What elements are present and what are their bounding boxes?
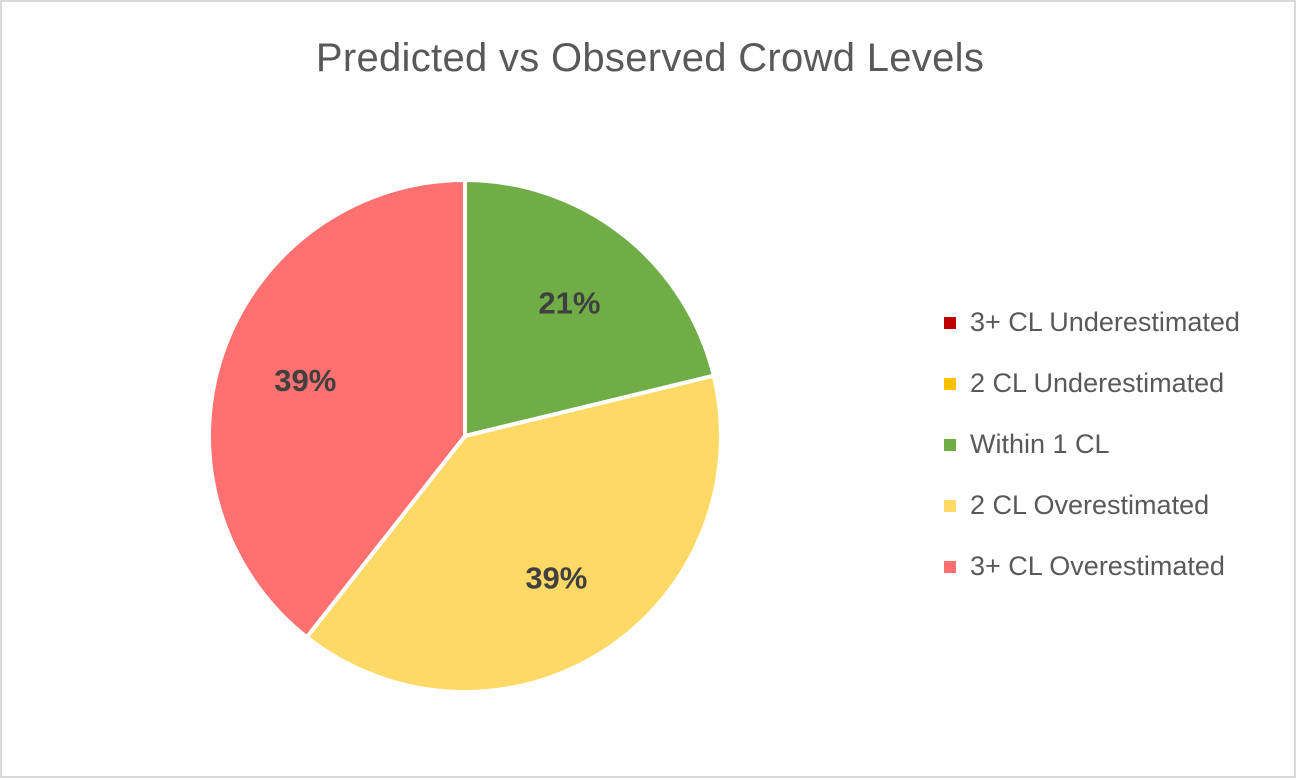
legend-item-3plus-cl-overestimated: 3+ CL Overestimated (944, 536, 1240, 597)
pie-slice-within-1-cl (463, 178, 716, 438)
data-label-2-cl-overestimated: 39% (525, 561, 587, 596)
chart-legend: 3+ CL Underestimated 2 CL Underestimated W… (944, 292, 1240, 597)
legend-item-within-1-cl: Within 1 CL (944, 414, 1240, 475)
legend-swatch (944, 377, 956, 390)
legend-item-2-cl-overestimated: 2 CL Overestimated (944, 475, 1240, 536)
data-label-within-1-cl: 21% (538, 286, 600, 321)
legend-label: 3+ CL Overestimated (970, 551, 1225, 581)
pie-slice-3plus-cl-overestimated (207, 178, 467, 640)
legend-swatch (944, 560, 956, 573)
pie-data-labels: 21% 39% 39% (274, 286, 600, 596)
legend-label: 3+ CL Underestimated (970, 307, 1240, 337)
legend-swatch (944, 499, 956, 512)
legend-label: 2 CL Underestimated (970, 368, 1225, 398)
legend-item-2-cl-underestimated: 2 CL Underestimated (944, 353, 1240, 414)
legend-item-3plus-cl-underestimated: 3+ CL Underestimated (944, 292, 1240, 353)
legend-swatch (944, 438, 956, 451)
pie-slices (207, 178, 723, 694)
legend-label: 2 CL Overestimated (970, 490, 1210, 520)
legend-swatch (944, 316, 956, 329)
pie-slice-2-cl-overestimated (304, 373, 723, 694)
legend-label: Within 1 CL (970, 429, 1110, 459)
chart-title: Predicted vs Observed Crowd Levels (315, 36, 985, 80)
data-label-3plus-cl-overestimated: 39% (274, 363, 336, 398)
